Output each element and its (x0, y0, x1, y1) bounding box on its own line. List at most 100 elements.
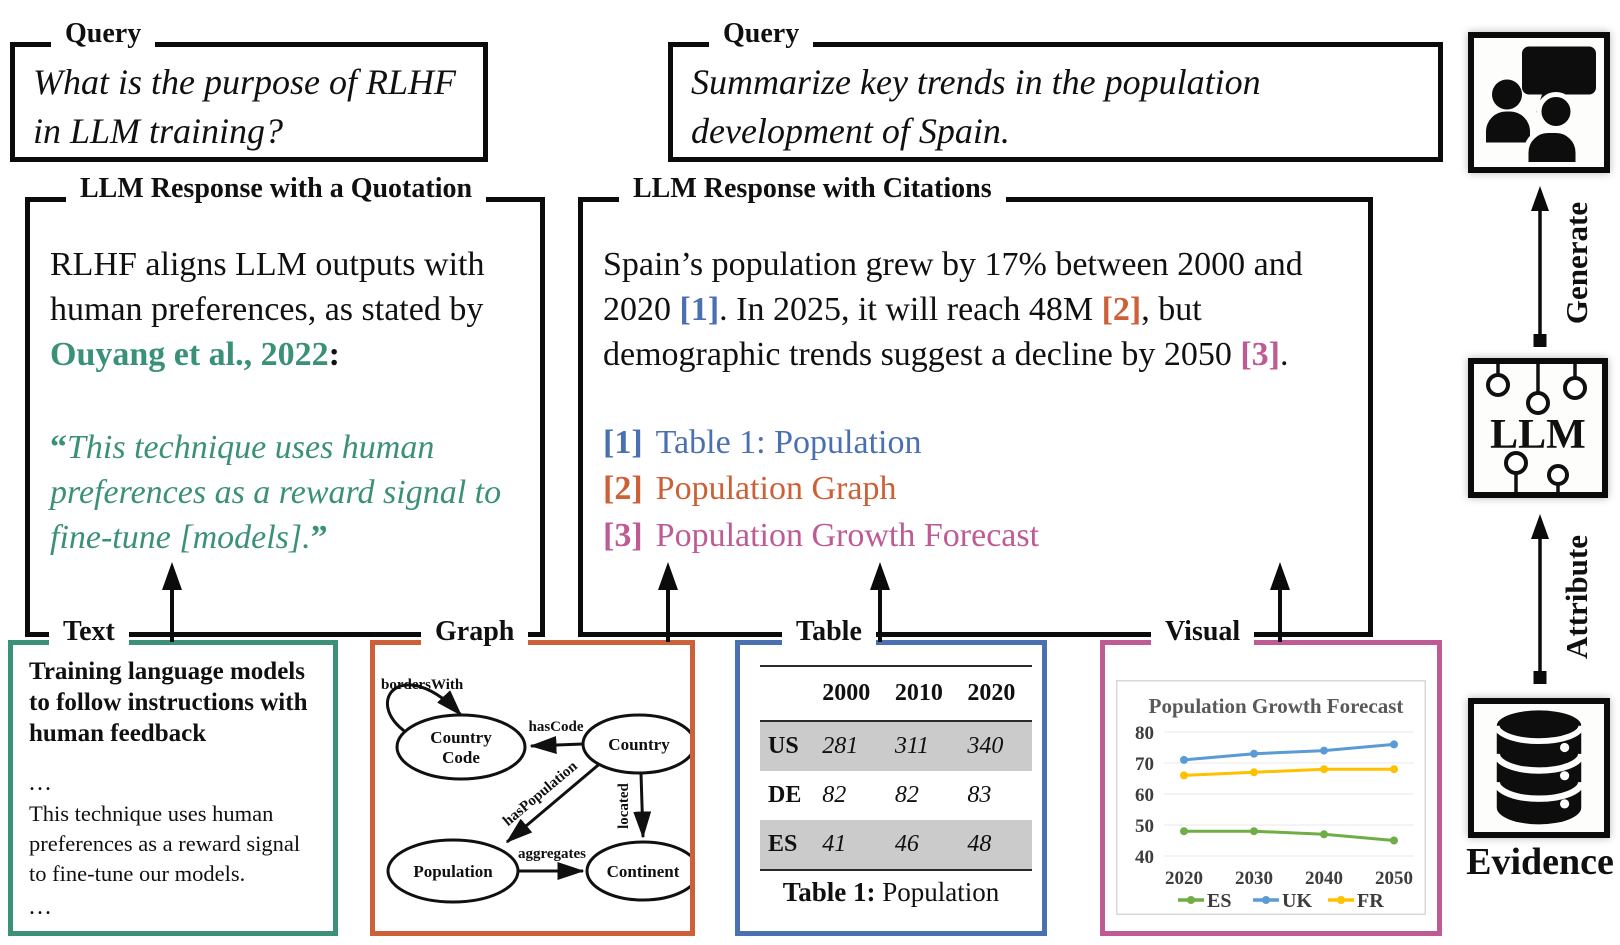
quotation-response-text: RLHF aligns LLM outputs with human prefe… (30, 202, 540, 560)
node-label: Population (413, 862, 493, 881)
cell: 340 (967, 733, 1004, 759)
database-icon (1493, 710, 1585, 825)
node-label: Continent (607, 862, 680, 881)
evidence-text-content: Training language models to follow instr… (13, 645, 333, 919)
edge-label-haspopulation: hasPopulation (500, 758, 581, 830)
row-header: US (768, 733, 799, 759)
svg-text:2040: 2040 (1305, 868, 1343, 889)
svg-text:2020: 2020 (1165, 868, 1203, 889)
sentence-part: , but demographic trends suggest a decli… (603, 291, 1241, 374)
table-caption-number: Table 1: (782, 877, 876, 907)
citations-response-title: LLM Response with Citations (619, 170, 1006, 208)
table-row: DE 82 82 83 (760, 771, 1032, 820)
evidence-text-panel: Text Training language models to follow … (8, 613, 338, 936)
svg-text:2030: 2030 (1235, 868, 1273, 889)
evidence-visual-panel: Visual Population Growth Forecast 40 50 60 7… (1100, 613, 1442, 936)
llm-label: LLM (1490, 412, 1586, 458)
svg-text:ES: ES (1207, 890, 1231, 912)
population-table: 2000 2010 2020 US 281 311 340 DE 82 82 8… (760, 665, 1032, 871)
edge-label-located: located (616, 782, 632, 828)
cell: 48 (959, 820, 1032, 871)
query-panel-right-title: Query (709, 15, 814, 53)
evidence-text-title: Text (49, 613, 129, 651)
svg-text:40: 40 (1135, 847, 1154, 868)
query-text-left: What is the purpose of RLHF in LLM train… (33, 62, 456, 152)
reference-item-3: [3] Population Growth Forecast (603, 513, 1348, 560)
svg-text:Population Growth Forecast: Population Growth Forecast (1149, 694, 1404, 718)
svg-text:FR: FR (1357, 890, 1384, 912)
evidence-box (1468, 698, 1610, 838)
row-header: ES (760, 820, 815, 871)
evidence-label: Evidence (1466, 841, 1614, 883)
corner-cell (760, 666, 815, 722)
attribute-label: Attribute (1559, 535, 1594, 659)
column-header: 2010 (886, 666, 960, 722)
paper-title: Training language models to follow instr… (29, 658, 308, 747)
sentence-part: . (1280, 336, 1289, 374)
sentence-part: Spain’s population grew by 17% between 2… (603, 246, 1303, 329)
ontology-node-country-code (395, 713, 527, 781)
open-quote-mark: “ (50, 428, 67, 466)
reference-label: Table 1: Population (655, 423, 922, 461)
reference-list: [1] Table 1: Population [2] Population Gra… (583, 378, 1368, 560)
table-row: US 281 311 340 (760, 721, 1032, 771)
edge-label-borderswith: bordersWith (381, 677, 464, 693)
ontology-graph: bordersWith hasCode hasPopulation locate… (381, 677, 701, 904)
quotation-response-panel: LLM Response with a Quotation RLHF align… (25, 170, 545, 637)
cell: 311 (894, 733, 930, 759)
row-header: DE (768, 782, 802, 808)
edge-haspopulation (505, 759, 604, 844)
table-header-row: 2000 2010 2020 (760, 666, 1032, 722)
quotation-intro: RLHF aligns LLM outputs with human prefe… (50, 246, 485, 329)
cell: 82 (894, 782, 919, 808)
edge-borderswith (386, 683, 463, 735)
cell: 41 (814, 820, 887, 871)
quotation-colon: : (328, 336, 340, 374)
reference-marker: [3] (603, 516, 643, 554)
reference-item-1: [1] Table 1: Population (603, 420, 1348, 467)
ellipsis: ... (29, 894, 53, 921)
forecast-line-chart: Population Growth Forecast 40 50 60 70 80 2020… (1116, 680, 1426, 915)
sentence-part: . In 2025, it will reach 48M (719, 291, 1102, 329)
generate-label: Generate (1559, 201, 1594, 325)
table-caption-text: Population (875, 877, 1000, 907)
query-panel-left: Query What is the purpose of RLHF in LLM… (10, 15, 488, 162)
svg-text:70: 70 (1135, 754, 1154, 775)
table-row: ES 41 46 48 (760, 820, 1032, 871)
edge-label-aggregates: aggregates (518, 846, 586, 862)
close-quote-mark: ” (310, 519, 328, 557)
citations-response-text: Spain’s population grew by 17% between 2… (583, 202, 1368, 378)
evidence-graph-title: Graph (421, 613, 529, 651)
node-label: Country (608, 735, 670, 754)
edge-label-hascode: hasCode (528, 719, 583, 735)
table-caption: Table 1: Population (740, 877, 1042, 908)
citation-marker-1: [1] (679, 291, 720, 329)
reference-marker: [2] (603, 470, 643, 508)
quote-text: This technique uses human preferences as… (50, 428, 502, 557)
edge-located (633, 772, 652, 839)
node-label: Code (442, 748, 480, 767)
svg-text:2050: 2050 (1375, 868, 1413, 889)
users-box (1468, 32, 1610, 173)
evidence-visual-title: Visual (1151, 613, 1255, 651)
node-label: Country (430, 728, 492, 747)
query-panel-right: Query Summarize key trends in the popula… (668, 15, 1443, 162)
evidence-table-title: Table (782, 613, 876, 651)
cell: 82 (822, 782, 847, 808)
ontology-node-population (386, 838, 520, 904)
llm-icon: LLM (1486, 364, 1587, 492)
citation-marker-2: [2] (1101, 291, 1142, 329)
reference-item-2: [2] Population Graph (603, 466, 1348, 513)
edge-hascode (529, 736, 584, 755)
citations-response-panel: LLM Response with Citations Spain’s popu… (578, 170, 1373, 637)
llm-box: LLM (1468, 358, 1608, 498)
evidence-table-panel: Table 2000 2010 2020 US 281 311 340 DE (735, 613, 1047, 936)
citation-marker-3: [3] (1240, 336, 1280, 374)
svg-text:50: 50 (1135, 816, 1154, 837)
query-panel-left-title: Query (51, 15, 156, 53)
column-header: 2000 (814, 666, 887, 722)
column-header: 2020 (959, 666, 1032, 722)
reference-marker: [1] (603, 423, 643, 461)
cell: 281 (822, 733, 859, 759)
